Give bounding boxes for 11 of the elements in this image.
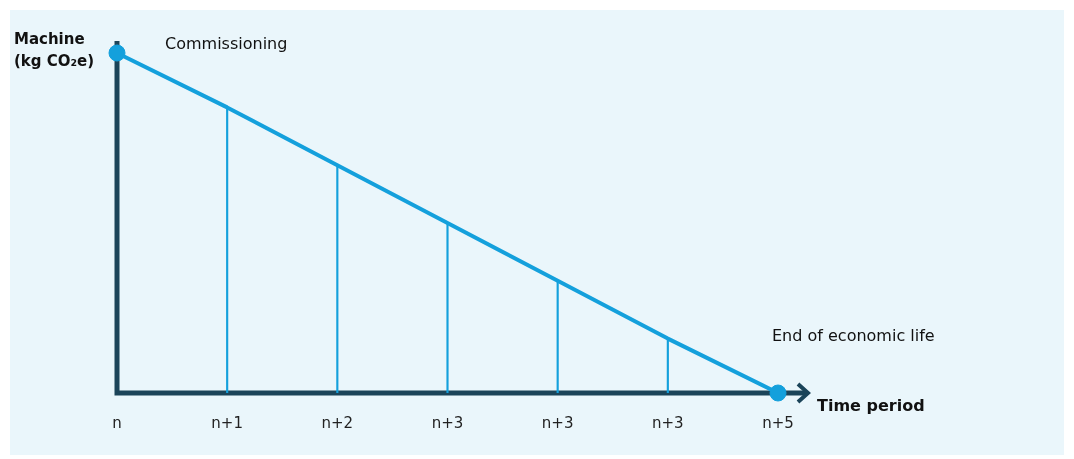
x-tick-label: n+2 (321, 413, 354, 432)
x-tick-label: n (112, 413, 122, 432)
annotation: End of economic life (772, 326, 935, 345)
annotation: Commissioning (165, 34, 288, 53)
x-tick-label: n+3 (541, 413, 574, 432)
x-tick-label: n+3 (431, 413, 464, 432)
x-axis-title: Time period (817, 396, 925, 415)
x-tick-label: n+1 (211, 413, 243, 432)
x-tick-label: n+3 (652, 413, 684, 432)
y-axis-title: Machine (kg CO₂e) (14, 29, 96, 72)
x-tick-label: n+5 (762, 413, 794, 432)
